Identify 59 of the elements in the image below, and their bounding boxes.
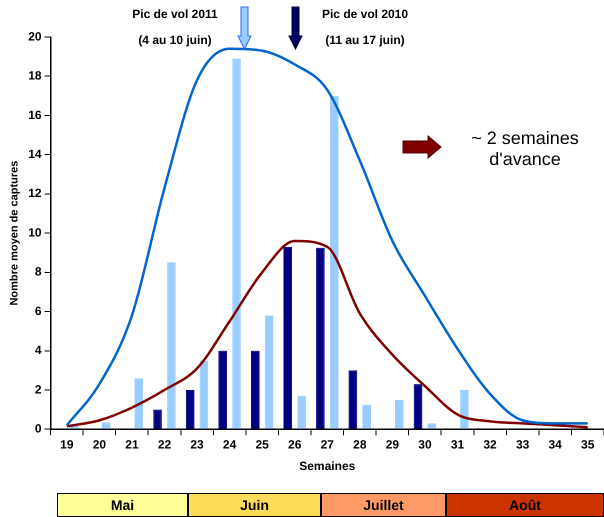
x-tick-label: 35 xyxy=(581,438,595,452)
x-tick-label: 19 xyxy=(60,438,74,452)
x-tick-label: 29 xyxy=(386,438,400,452)
x-axis-title: Semaines xyxy=(299,459,356,474)
bar xyxy=(232,58,241,429)
x-tick-label: 27 xyxy=(320,438,334,452)
x-tick-label: 30 xyxy=(418,438,432,452)
line-series xyxy=(66,48,589,427)
y-tick-label: 12 xyxy=(28,186,42,200)
y-tick-label: 4 xyxy=(34,343,42,358)
x-tick-label: 26 xyxy=(288,438,302,452)
x-tick-label: 22 xyxy=(158,438,172,452)
text: Pic de vol 2010 xyxy=(320,7,410,22)
text: Juin xyxy=(188,493,321,517)
x-tick-label: 23 xyxy=(190,438,204,452)
x-tick-label: 21 xyxy=(125,438,139,452)
bar xyxy=(284,246,292,429)
bar xyxy=(330,96,338,429)
bar xyxy=(460,390,469,429)
y-axis-title: Nombre moyen de captures xyxy=(8,160,21,306)
y-tick-label: 0 xyxy=(34,422,42,436)
bar xyxy=(250,350,260,429)
x-tick-label: 20 xyxy=(92,438,106,452)
y-tick-label: 20 xyxy=(28,29,42,44)
y-tick-label: 16 xyxy=(28,108,42,122)
text: Pic de vol 2011 xyxy=(131,7,219,22)
bar xyxy=(348,370,358,429)
text: Août xyxy=(446,493,604,517)
bar xyxy=(200,360,208,429)
x-tick-label: 24 xyxy=(222,438,237,452)
text: Juillet xyxy=(321,493,446,517)
bar xyxy=(218,350,227,429)
x-tick-label: 28 xyxy=(353,438,367,452)
y-tick-label: 8 xyxy=(34,264,42,279)
bar xyxy=(395,400,404,429)
bar xyxy=(264,315,274,429)
y-tick-label: 6 xyxy=(34,304,42,318)
bar xyxy=(153,410,162,429)
annotation: (11 au 17 juin) xyxy=(324,33,406,48)
bar xyxy=(316,248,325,429)
y-tick-label: 18 xyxy=(28,68,42,83)
annotation: ~ 2 semaines d'avance xyxy=(470,128,580,170)
x-tick-label: 33 xyxy=(516,438,530,452)
bar xyxy=(362,404,372,429)
bar xyxy=(167,262,176,429)
y-tick-label: 2 xyxy=(34,382,42,396)
bar xyxy=(414,384,422,429)
text: Mai xyxy=(57,493,188,517)
y-tick-label: 10 xyxy=(28,225,42,240)
line-series xyxy=(66,240,589,428)
bar xyxy=(134,378,144,429)
bar xyxy=(186,390,194,429)
x-tick-label: 31 xyxy=(450,438,464,452)
bar xyxy=(297,396,306,429)
x-tick-label: 34 xyxy=(548,438,562,452)
x-tick-label: 25 xyxy=(255,438,270,452)
x-tick-label: 32 xyxy=(483,438,498,452)
annotation: (4 au 10 juin) xyxy=(137,33,213,48)
y-tick-label: 14 xyxy=(28,146,42,161)
